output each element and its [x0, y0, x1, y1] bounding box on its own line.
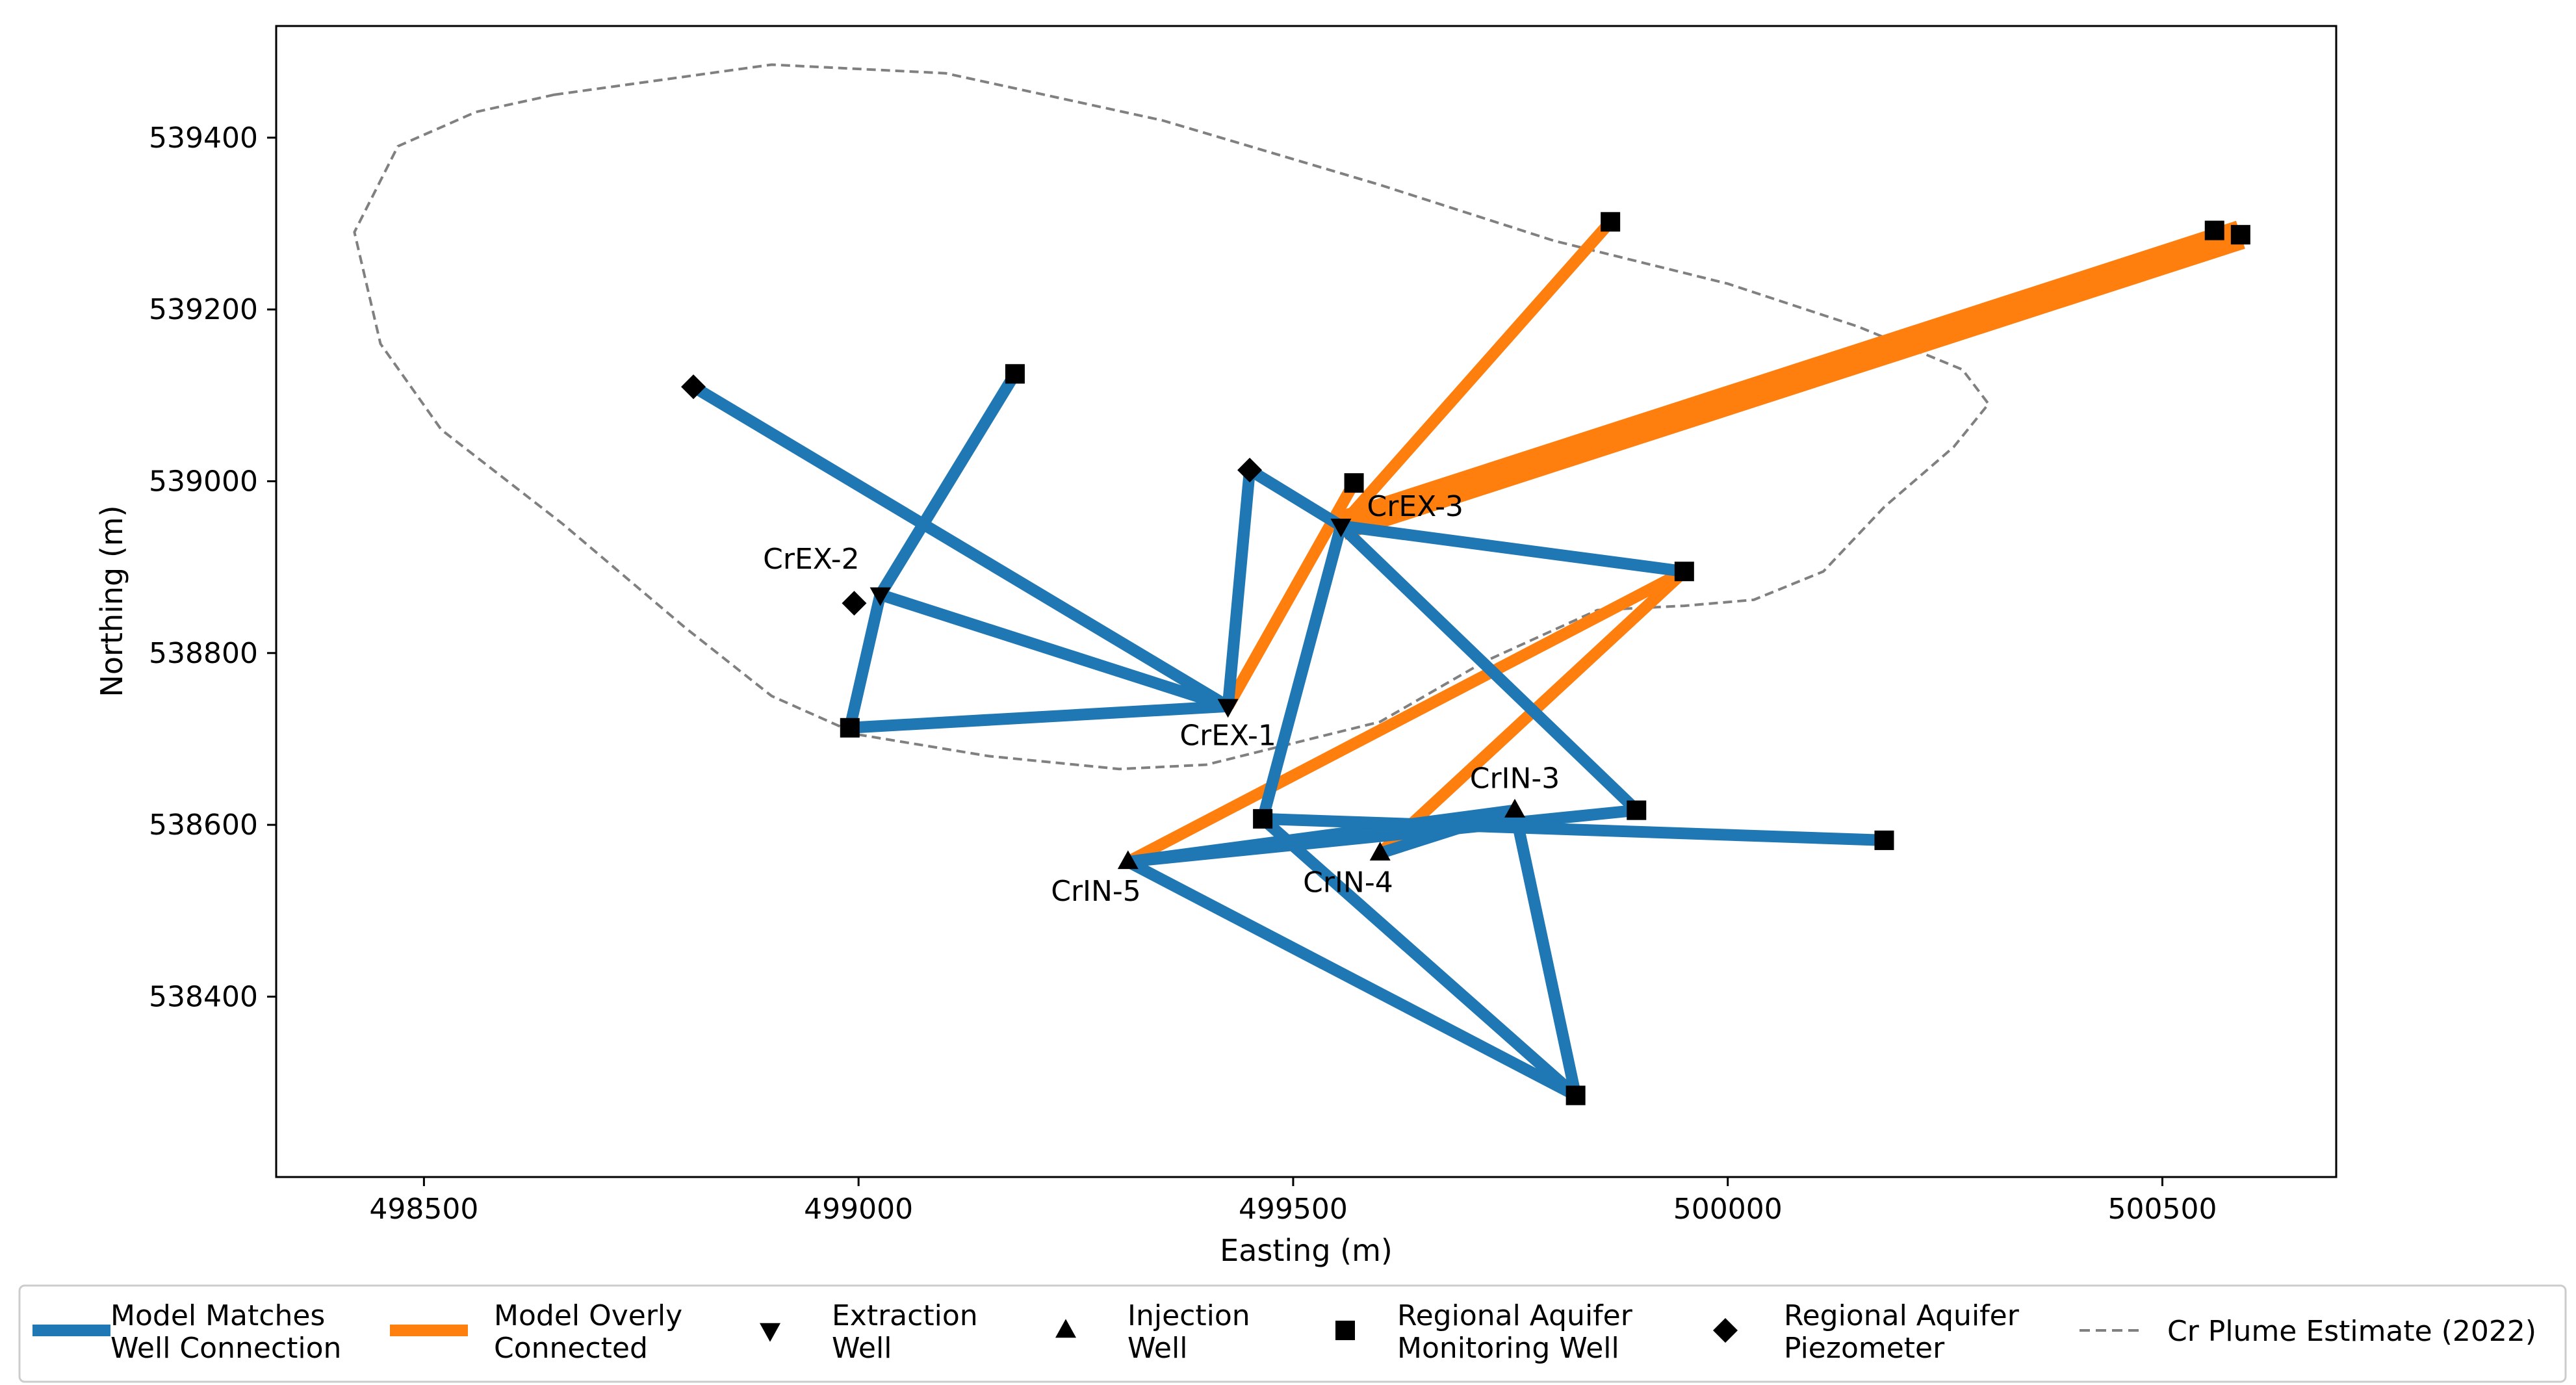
x-tick-label: 499000 — [804, 1193, 913, 1226]
monitoring-marker-R5 — [2204, 220, 2224, 240]
legend-label-line1: Regional Aquifer — [1397, 1299, 1633, 1332]
connection-matches-CrIN-5-R9 — [1127, 804, 1638, 868]
plume-outline — [353, 63, 1990, 771]
connection-matches-CrEX-3-R7 — [1340, 520, 1686, 578]
connection-overly-CrEX-3-R4 — [1336, 218, 1615, 530]
legend-handle-5 — [1713, 1318, 1738, 1343]
legend-label-line1: Injection — [1127, 1299, 1250, 1332]
y-tick-label: 539400 — [149, 122, 258, 155]
connection-matches-R8-R10 — [1262, 812, 1885, 846]
connection-matches-R8-R11 — [1259, 814, 1580, 1100]
monitoring-marker-R2 — [840, 718, 860, 738]
legend-label: Cr Plume Estimate (2022) — [2167, 1315, 2536, 1348]
legend-handle-2 — [760, 1323, 780, 1342]
well-label-CrEX-3: CrEX-3 — [1367, 490, 1463, 523]
legend-label-line1: Model Matches — [110, 1299, 325, 1332]
connection-matches-CrEX-2-R2 — [844, 593, 886, 729]
extraction-marker-CrEX-1 — [1217, 699, 1239, 718]
y-tick-label: 538600 — [149, 809, 258, 842]
connection-matches-CrIN-3-R11 — [1509, 809, 1582, 1097]
piezometer-marker-P3 — [842, 591, 867, 616]
monitoring-marker-R11 — [1565, 1085, 1586, 1106]
x-tick-label: 500000 — [1673, 1193, 1783, 1226]
y-tick-label: 539000 — [149, 465, 258, 498]
y-tick-label: 538400 — [149, 980, 258, 1013]
well-label-CrIN-3: CrIN-3 — [1470, 762, 1560, 796]
connection-matches-CrEX-3-P2 — [1246, 465, 1345, 531]
y-axis-title: Northing (m) — [94, 505, 129, 697]
y-tick-label: 538800 — [149, 637, 258, 670]
x-tick-label: 500500 — [2108, 1193, 2217, 1226]
monitoring-marker-R7 — [1674, 562, 1694, 582]
connection-matches-CrEX-1-CrEX-2 — [878, 589, 1230, 712]
injection-marker-CrIN-5 — [1117, 850, 1139, 870]
monitoring-marker-R9 — [1627, 800, 1647, 820]
monitoring-marker-R4 — [1601, 212, 1621, 232]
connection-overly-CrIN-5-R7 — [1125, 566, 1687, 867]
connection-overly-CrEX-3-R6 — [1336, 220, 2245, 540]
well-label-CrEX-2: CrEX-2 — [763, 543, 859, 576]
injection-marker-CrIN-3 — [1504, 799, 1526, 818]
connection-matches-CrEX-3-R9 — [1337, 521, 1641, 815]
plot-frame — [275, 25, 2338, 1178]
monitoring-marker-R10 — [1874, 830, 1894, 850]
legend-handle-4 — [1335, 1321, 1355, 1340]
legend-label-line2: Piezometer — [1784, 1332, 1945, 1365]
extraction-marker-CrEX-3 — [1330, 518, 1352, 537]
x-tick-label: 498500 — [369, 1193, 478, 1226]
connection-matches-CrIN-5-R11 — [1125, 856, 1578, 1101]
legend-frame — [18, 1284, 2567, 1383]
connection-matches-CrEX-2-R1 — [875, 370, 1020, 598]
connection-matches-CrEX-3-R8 — [1257, 524, 1347, 821]
well-label-CrIN-5: CrIN-5 — [1051, 875, 1141, 908]
legend-label-line1: Regional Aquifer — [1784, 1299, 2020, 1332]
legend-label-line2: Well — [832, 1332, 892, 1365]
piezometer-marker-P2 — [1237, 458, 1263, 483]
legend-label-line2: Monitoring Well — [1397, 1332, 1619, 1365]
monitoring-marker-R6 — [2230, 225, 2250, 245]
connection-matches-CrIN-4-CrIN-3 — [1378, 805, 1517, 859]
extraction-marker-CrEX-2 — [869, 587, 891, 606]
x-axis-title: Easting (m) — [1220, 1233, 1393, 1268]
monitoring-marker-R1 — [1005, 364, 1025, 384]
plot-area — [276, 26, 2336, 1177]
legend-label-line1: Model Overly — [494, 1299, 682, 1332]
connection-matches-CrEX-1-P1 — [690, 382, 1231, 712]
legend-label-line2: Well — [1127, 1332, 1187, 1365]
legend-label-line1: Extraction — [832, 1299, 978, 1332]
connection-matches-CrEX-1-R2 — [849, 700, 1229, 734]
connection-matches-CrEX-1-P2 — [1222, 469, 1256, 707]
injection-marker-CrIN-4 — [1369, 842, 1391, 861]
legend-label-line2: Connected — [494, 1332, 648, 1365]
monitoring-marker-R8 — [1253, 809, 1273, 829]
well-label-CrEX-1: CrEX-1 — [1179, 719, 1276, 753]
legend-handle-3 — [1055, 1319, 1076, 1338]
legend-label-line2: Well Connection — [110, 1332, 341, 1365]
monitoring-marker-R3 — [1344, 473, 1364, 493]
x-tick-label: 499500 — [1239, 1193, 1348, 1226]
y-tick-label: 539200 — [149, 293, 258, 326]
well-label-CrIN-4: CrIN-4 — [1303, 866, 1393, 900]
piezometer-marker-P1 — [681, 374, 706, 400]
